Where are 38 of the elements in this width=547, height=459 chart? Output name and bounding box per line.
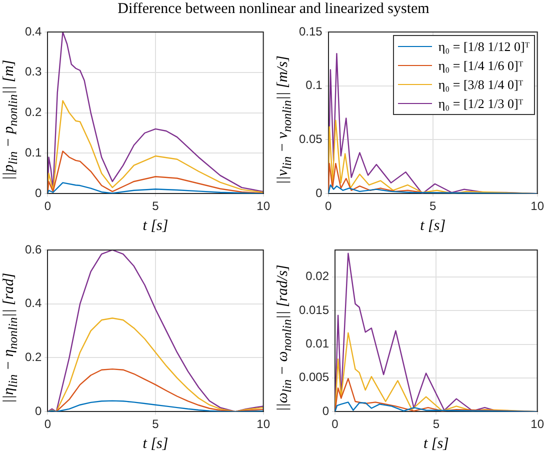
x-tick-label: 0 — [44, 199, 52, 214]
x-tick-label: 10 — [530, 417, 544, 432]
x-tick-label: 0 — [332, 417, 339, 432]
y-tick-label: 0.15 — [298, 24, 323, 38]
y-tick-label: 0.1 — [24, 146, 42, 160]
y-tick-label: 0.4 — [24, 24, 42, 38]
y-tick-label: 0.1 — [306, 78, 323, 92]
y-tick-label: 0.6 — [24, 242, 42, 256]
x-axis-title: t [s] — [142, 436, 168, 452]
x-axis-title: t [s] — [142, 218, 168, 234]
x-tick-label: 10 — [256, 199, 270, 214]
y-tick-label: 0 — [34, 404, 42, 418]
y-tick-label: 0.015 — [299, 302, 330, 317]
y-tick-label: 0.01 — [306, 336, 330, 351]
y-tick-label: 0.3 — [24, 64, 42, 79]
x-axis-title: t [s] — [420, 218, 446, 234]
y-tick-label: 0.005 — [299, 370, 330, 384]
x-tick-label: 10 — [256, 417, 270, 432]
y-tick-label: 0 — [316, 186, 323, 200]
x-tick-label: 10 — [530, 199, 544, 214]
x-tick-label: 5 — [152, 417, 160, 432]
legend-label: η₀ = [1/4 1/6 0]ᵀ — [438, 58, 524, 74]
y-tick-label: 0.4 — [24, 296, 42, 310]
x-tick-label: 5 — [152, 199, 160, 214]
chart-title: Difference between nonlinear and linearized system — [116, 0, 430, 18]
x-tick-label: 0 — [44, 417, 52, 432]
x-tick-label: 5 — [429, 199, 436, 214]
y-tick-label: 0.2 — [24, 105, 42, 120]
y-tick-label: 0.02 — [306, 269, 330, 284]
legend-label: η₀ = [3/8 1/4 0]ᵀ — [438, 76, 524, 92]
x-axis-title: t [s] — [423, 436, 450, 452]
legend-label: η₀ = [1/2 1/3 0]ᵀ — [438, 96, 524, 112]
y-tick-label: 0.05 — [298, 132, 323, 146]
x-tick-label: 5 — [432, 417, 440, 432]
y-tick-label: 0.2 — [24, 350, 42, 364]
y-tick-label: 0 — [34, 186, 42, 200]
legend-label: η₀ = [1/8 1/12 0]ᵀ — [438, 38, 530, 54]
y-tick-label: 0 — [322, 404, 330, 418]
